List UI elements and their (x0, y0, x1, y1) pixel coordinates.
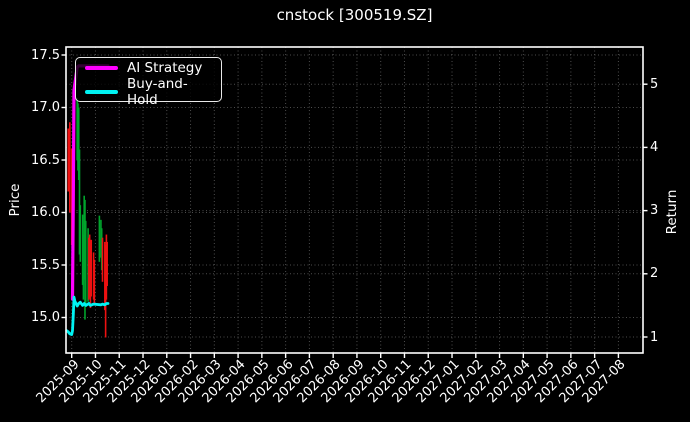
legend-item-buy-and-hold: Buy-and-Hold (85, 76, 212, 108)
price-tick-label: 16.5 (31, 152, 60, 168)
chart-title: cnstock [300519.SZ] (276, 6, 433, 24)
plot-border (65, 46, 644, 354)
price-tick-label: 15.0 (31, 310, 60, 325)
return-tick-label: 1 (650, 329, 659, 345)
legend-item-ai-strategy: AI Strategy (85, 60, 212, 76)
buy-and-hold-line (65, 295, 110, 336)
buyhold-line-sample-icon (85, 90, 118, 94)
legend: AI Strategy Buy-and-Hold (75, 57, 222, 108)
return-tick-label: 2 (650, 266, 659, 282)
price-tick-label: 17.0 (31, 100, 60, 115)
legend-item-label: Buy-and-Hold (127, 76, 188, 108)
return-tick-label: 3 (650, 203, 659, 219)
price-tick-label: 15.5 (31, 257, 60, 273)
return-tick-label: 4 (650, 139, 659, 155)
legend-item-label: AI Strategy (127, 60, 203, 76)
price-tick-label: 17.5 (31, 47, 60, 63)
strategy-line-sample-icon (85, 66, 118, 70)
return-tick-label: 5 (650, 76, 659, 92)
price-tick-label: 16.0 (31, 205, 60, 220)
